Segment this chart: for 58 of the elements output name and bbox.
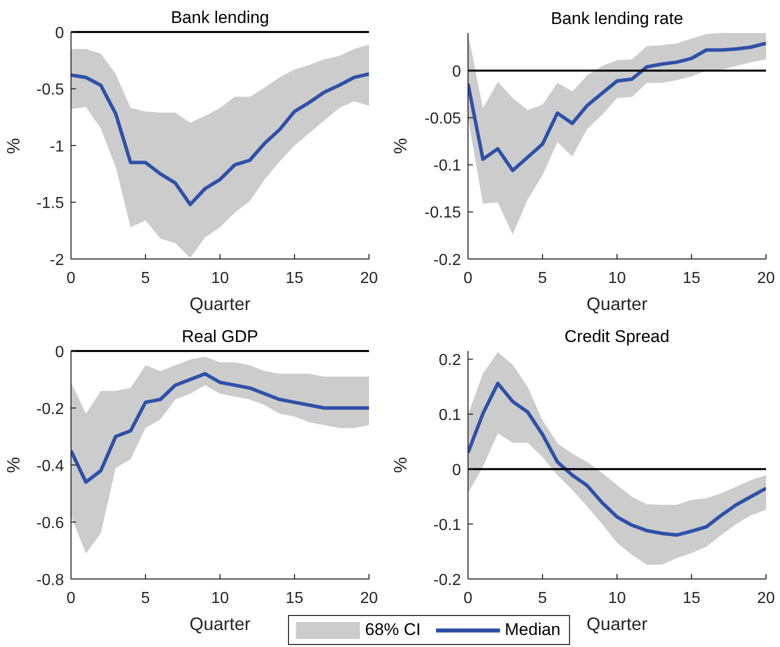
x-tick-label: 0 (66, 590, 76, 607)
y-axis-title: % (4, 456, 24, 474)
x-tick-label: 5 (538, 590, 548, 607)
x-tick-label: 20 (360, 270, 378, 287)
x-tick-label: 0 (464, 590, 473, 607)
y-tick-label: -0.2 (433, 572, 462, 589)
y-tick-label: -0.4 (36, 458, 64, 475)
x-axis-title: Quarter (189, 614, 251, 635)
x-tick-label: 5 (141, 590, 150, 607)
line-series (71, 72, 369, 206)
y-tick-label: 0 (452, 462, 462, 479)
x-tick-label: 10 (608, 270, 626, 287)
y-tick-label: 0 (55, 344, 64, 361)
y-axis-title: % (390, 456, 412, 474)
x-tick-label: 10 (211, 270, 229, 287)
x-tick-label: 10 (211, 590, 229, 607)
x-tick-label: 5 (141, 270, 150, 287)
x-tick-label: 5 (538, 270, 548, 287)
y-tick-label: -0.6 (36, 514, 64, 532)
x-tick-label: 20 (757, 270, 775, 287)
x-tick-label: 20 (757, 590, 775, 607)
y-tick-label: -0.2 (36, 400, 64, 418)
text: 68% CI (365, 620, 421, 640)
x-axis-title: Quarter (189, 294, 251, 315)
x-tick-label: 10 (608, 590, 626, 607)
y-tick-label: -1 (50, 138, 64, 156)
x-axis-title: Quarter (586, 614, 648, 635)
line-series (468, 382, 766, 537)
y-tick-label: 0.2 (438, 352, 462, 369)
y-tick-label: -0.1 (433, 158, 462, 175)
x-tick-label: 15 (286, 270, 304, 287)
chart-title: Real GDP (182, 327, 258, 347)
y-tick-label: 0 (452, 63, 462, 80)
x-axis-title: Quarter (586, 294, 648, 315)
line-series (468, 42, 766, 172)
chart-title: Credit Spread (564, 327, 670, 347)
x-tick-label: 0 (464, 270, 473, 287)
y-tick-label: -0.15 (424, 204, 462, 222)
y-tick-label: -2 (50, 252, 64, 269)
y-tick-label: -0.05 (424, 110, 462, 128)
chart-title: Bank lending rate (550, 9, 684, 29)
line-series (71, 372, 369, 484)
y-tick-label: -0.2 (433, 252, 462, 269)
x-tick-label: 20 (360, 590, 378, 607)
y-tick-label: -0.1 (433, 516, 462, 534)
x-tick-label: 0 (66, 270, 76, 287)
chart-title: Bank lending (170, 8, 270, 28)
x-tick-label: 15 (286, 590, 304, 607)
y-axis-title: % (4, 137, 24, 154)
legend-label: Median (504, 620, 561, 640)
y-tick-label: 0 (55, 24, 64, 42)
x-tick-label: 15 (682, 590, 700, 607)
y-axis-title: % (390, 138, 412, 154)
y-tick-label: -0.8 (36, 572, 64, 589)
y-tick-label: -0.5 (36, 82, 64, 99)
x-tick-label: 15 (682, 270, 700, 287)
y-tick-label: -1.5 (36, 195, 64, 212)
y-tick-label: 0.1 (438, 406, 462, 424)
